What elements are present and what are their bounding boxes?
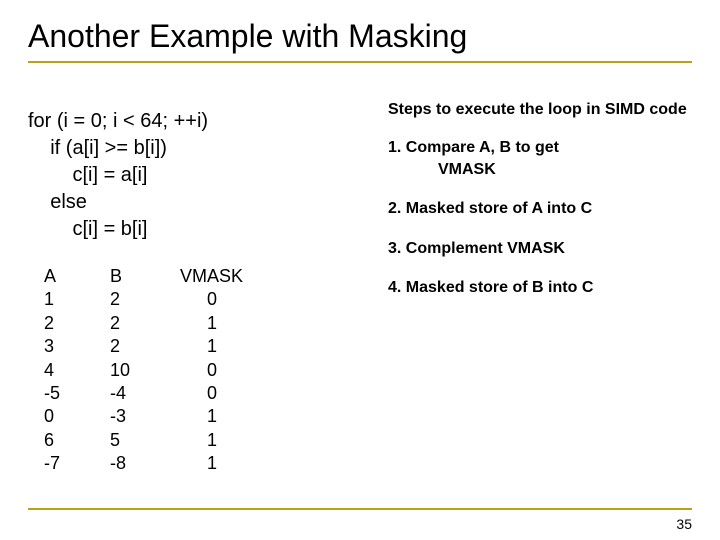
cell: 2 <box>44 312 60 335</box>
bottom-rule <box>28 508 692 510</box>
step-2: 2. Masked store of A into C <box>388 198 692 220</box>
cell: -3 <box>110 405 130 428</box>
cell: 1 <box>180 429 244 452</box>
cell: 3 <box>44 335 60 358</box>
content-area: for (i = 0; i < 64; ++i) if (a[i] >= b[i… <box>28 81 692 476</box>
cell: 2 <box>110 288 130 311</box>
code-block: for (i = 0; i < 64; ++i) if (a[i] >= b[i… <box>28 81 368 243</box>
cell: 1 <box>180 452 244 475</box>
page-number: 35 <box>676 516 692 532</box>
col-vmask: VMASK 0 1 1 0 0 1 1 1 <box>180 265 244 476</box>
cell: 0 <box>180 382 244 405</box>
cell: 1 <box>180 405 244 428</box>
step-text: VMASK <box>388 159 496 181</box>
col-header: VMASK <box>180 265 244 288</box>
cell: 5 <box>110 429 130 452</box>
step-4: 4. Masked store of B into C <box>388 277 692 299</box>
col-b: B 2 2 2 10 -4 -3 5 -8 <box>110 265 130 476</box>
right-column: Steps to execute the loop in SIMD code 1… <box>388 81 692 476</box>
cell: -4 <box>110 382 130 405</box>
code-line: if (a[i] >= b[i]) <box>28 137 167 159</box>
cell: 0 <box>180 359 244 382</box>
slide-title: Another Example with Masking <box>28 18 692 55</box>
cell: 1 <box>180 312 244 335</box>
cell: 10 <box>110 359 130 382</box>
cell: -5 <box>44 382 60 405</box>
code-line: c[i] = b[i] <box>28 218 147 240</box>
cell: 4 <box>44 359 60 382</box>
cell: 1 <box>44 288 60 311</box>
left-column: for (i = 0; i < 64; ++i) if (a[i] >= b[i… <box>28 81 368 476</box>
cell: 6 <box>44 429 60 452</box>
cell: 0 <box>44 405 60 428</box>
code-line: for (i = 0; i < 64; ++i) <box>28 110 208 132</box>
col-header: B <box>110 265 130 288</box>
title-rule <box>28 61 692 63</box>
cell: -8 <box>110 452 130 475</box>
col-a: A 1 2 3 4 -5 0 6 -7 <box>44 265 60 476</box>
steps-heading: Steps to execute the loop in SIMD code <box>388 101 692 119</box>
cell: 2 <box>110 335 130 358</box>
code-line: c[i] = a[i] <box>28 164 147 186</box>
data-table: A 1 2 3 4 -5 0 6 -7 B 2 2 2 10 -4 <box>28 265 368 476</box>
step-text: 1. Compare A, B to get <box>388 139 559 156</box>
cell: -7 <box>44 452 60 475</box>
code-line: else <box>28 191 87 213</box>
step-3: 3. Complement VMASK <box>388 238 692 260</box>
cell: 0 <box>180 288 244 311</box>
step-1: 1. Compare A, B to get VMASK <box>388 137 692 180</box>
cell: 2 <box>110 312 130 335</box>
slide: Another Example with Masking for (i = 0;… <box>0 0 720 540</box>
cell: 1 <box>180 335 244 358</box>
col-header: A <box>44 265 60 288</box>
